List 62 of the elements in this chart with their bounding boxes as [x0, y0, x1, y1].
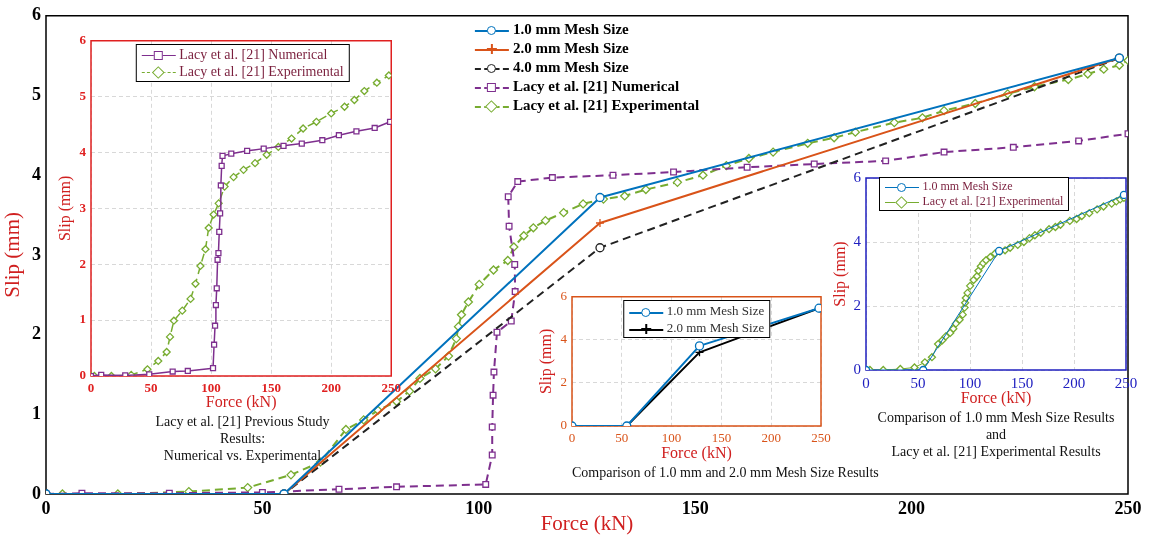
y-tick-label: 2 — [560, 374, 567, 390]
y-tick-label: 4 — [560, 331, 568, 347]
legend-label: 2.0 mm Mesh Size — [512, 40, 629, 56]
x-tick-label: 50 — [615, 430, 629, 446]
annotation: Lacy et al. [21] Previous Study — [154, 413, 331, 430]
x-tick-label: 50 — [910, 374, 926, 391]
y-tick-label: 0 — [560, 417, 567, 433]
annotation: Results: — [218, 430, 267, 447]
x-axis-title: Force (kN) — [661, 443, 732, 462]
legend-label: Lacy et al. [21] Numerical — [512, 78, 680, 94]
legend-label: 1.0 mm Mesh Size — [512, 21, 629, 37]
x-tick-label: 200 — [761, 430, 781, 446]
legend-label: 4.0 mm Mesh Size — [512, 59, 629, 75]
x-tick-label: 50 — [253, 498, 272, 519]
legend-label: Lacy et al. [21] Experimental — [179, 64, 344, 79]
y-tick-label: 4 — [79, 143, 87, 159]
x-tick-label: 50 — [144, 380, 158, 396]
y-tick-label: 3 — [32, 243, 41, 264]
y-tick-label: 2 — [79, 255, 86, 271]
legend-label: 1.0 mm Mesh Size — [666, 303, 765, 318]
y-axis-title: Slip (mm) — [830, 241, 849, 307]
y-tick-label: 2 — [853, 296, 861, 313]
x-tick-label: 250 — [811, 430, 831, 446]
x-tick-label: 100 — [958, 374, 982, 391]
x-axis-title: Force (kN) — [960, 388, 1032, 407]
x-tick-label: 200 — [898, 498, 926, 519]
x-tick-label: 150 — [1010, 374, 1034, 391]
y-axis-title: Slip (mm) — [0, 212, 25, 298]
x-tick-label: 100 — [661, 430, 682, 446]
y-tick-label: 3 — [79, 199, 87, 215]
y-tick-label: 5 — [79, 88, 87, 104]
y-tick-label: 0 — [32, 482, 41, 503]
y-tick-label: 4 — [32, 163, 41, 184]
annotation: and — [984, 426, 1008, 443]
y-tick-label: 6 — [32, 4, 41, 25]
y-tick-label: 6 — [79, 32, 87, 48]
x-tick-label: 100 — [465, 498, 493, 519]
legend-label: Lacy et al. [21] Numerical — [179, 47, 328, 62]
y-tick-label: 5 — [32, 84, 41, 105]
y-tick-label: 0 — [853, 360, 861, 377]
y-tick-label: 1 — [79, 311, 86, 327]
y-axis-title: Slip (mm) — [536, 328, 555, 395]
x-tick-label: 200 — [321, 380, 341, 396]
x-tick-label: 150 — [711, 430, 732, 446]
x-tick-label: 200 — [1062, 374, 1086, 391]
y-tick-label: 4 — [853, 232, 862, 249]
y-tick-label: 6 — [853, 168, 862, 185]
legend-label: 2.0 mm Mesh Size — [666, 320, 765, 335]
legend-label: Lacy et al. [21] Experimental — [512, 97, 700, 113]
x-axis-title: Force (kN) — [540, 510, 634, 535]
legend-label: 1.0 mm Mesh Size — [922, 179, 1013, 193]
y-tick-label: 1 — [32, 402, 41, 423]
annotation: Comparison of 1.0 mm Mesh Size Results — [876, 409, 1116, 426]
x-tick-label: 250 — [1114, 498, 1142, 519]
y-axis-title: Slip (mm) — [55, 175, 74, 242]
y-tick-label: 2 — [32, 323, 41, 344]
annotation: Lacy et al. [21] Experimental Results — [890, 443, 1102, 460]
annotation: Comparison of 1.0 mm and 2.0 mm Mesh Size Results — [572, 464, 879, 481]
annotation: Numerical vs. Experimental — [162, 447, 323, 464]
y-tick-label: 6 — [560, 288, 568, 304]
x-tick-label: 150 — [681, 498, 709, 519]
legend-label: Lacy et al. [21] Experimental — [922, 193, 1064, 208]
